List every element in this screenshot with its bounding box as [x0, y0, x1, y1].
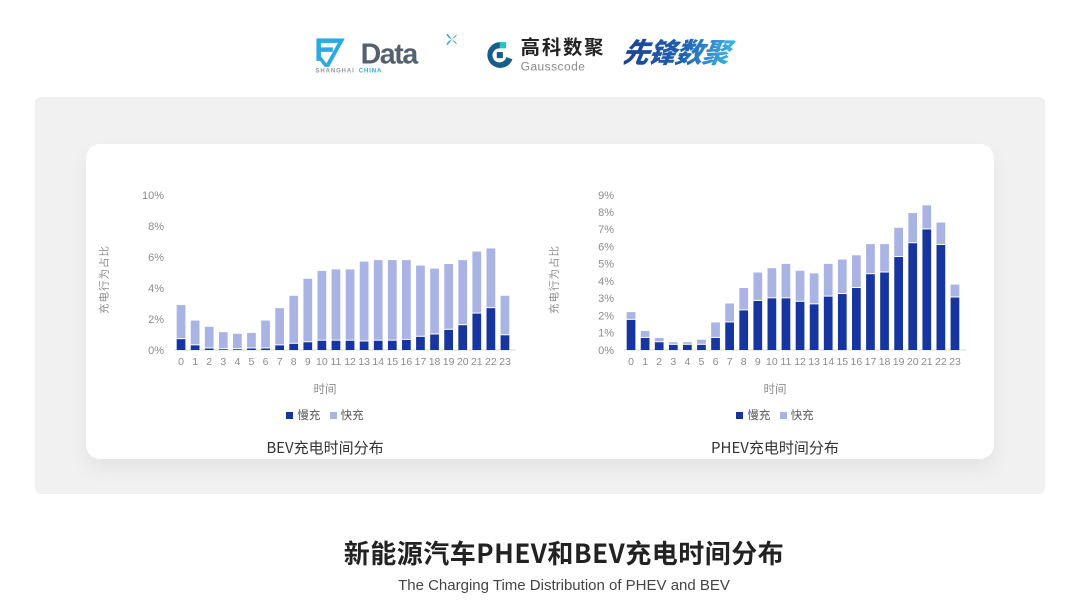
- svg-text:0%: 0%: [598, 345, 614, 357]
- svg-text:4%: 4%: [598, 276, 614, 288]
- svg-text:8%: 8%: [598, 207, 614, 219]
- svg-text:7: 7: [277, 356, 283, 368]
- svg-text:6: 6: [713, 356, 719, 368]
- svg-text:16: 16: [401, 356, 413, 368]
- svg-text:23: 23: [499, 356, 511, 368]
- svg-text:4%: 4%: [148, 283, 164, 295]
- svg-text:2: 2: [656, 356, 662, 368]
- svg-text:19: 19: [443, 356, 455, 368]
- svg-text:0: 0: [628, 356, 634, 368]
- svg-text:15: 15: [386, 356, 398, 368]
- svg-text:9%: 9%: [598, 190, 614, 202]
- svg-text:4: 4: [684, 356, 690, 368]
- svg-text:8: 8: [291, 356, 297, 368]
- svg-text:21: 21: [921, 356, 933, 368]
- svg-text:6%: 6%: [598, 241, 614, 253]
- svg-text:14: 14: [822, 356, 834, 368]
- svg-text:12: 12: [794, 356, 806, 368]
- svg-text:17: 17: [415, 356, 427, 368]
- svg-text:5: 5: [249, 356, 255, 368]
- svg-text:SHANGHAI: SHANGHAI: [316, 68, 355, 74]
- svg-text:先锋数聚: 先锋数聚: [624, 34, 738, 71]
- svg-text:3: 3: [670, 356, 676, 368]
- svg-text:7%: 7%: [598, 224, 614, 236]
- svg-text:11: 11: [781, 356, 792, 368]
- svg-text:1%: 1%: [598, 328, 614, 340]
- svg-text:17: 17: [865, 356, 877, 368]
- svg-text:21: 21: [471, 356, 483, 368]
- svg-text:2%: 2%: [598, 310, 614, 322]
- svg-text:10%: 10%: [142, 190, 164, 202]
- svg-text:13: 13: [358, 356, 370, 368]
- svg-text:1: 1: [192, 356, 198, 368]
- svg-text:11: 11: [331, 356, 342, 368]
- svg-text:0: 0: [178, 356, 184, 368]
- svg-text:16: 16: [851, 356, 863, 368]
- svg-text:4: 4: [234, 356, 240, 368]
- svg-text:9: 9: [305, 356, 311, 368]
- svg-text:8: 8: [741, 356, 747, 368]
- svg-text:Data: Data: [361, 38, 420, 70]
- svg-text:10: 10: [766, 356, 778, 368]
- svg-text:22: 22: [485, 356, 497, 368]
- svg-text:20: 20: [907, 356, 919, 368]
- svg-text:8%: 8%: [148, 221, 164, 233]
- svg-text:18: 18: [429, 356, 441, 368]
- svg-text:2%: 2%: [148, 314, 164, 326]
- svg-text:5: 5: [699, 356, 705, 368]
- svg-text:19: 19: [893, 356, 905, 368]
- svg-text:13: 13: [808, 356, 820, 368]
- svg-text:1: 1: [642, 356, 648, 368]
- svg-text:0%: 0%: [148, 345, 164, 357]
- svg-text:15: 15: [836, 356, 848, 368]
- svg-text:2: 2: [206, 356, 212, 368]
- svg-text:20: 20: [457, 356, 469, 368]
- svg-text:23: 23: [949, 356, 961, 368]
- svg-text:3%: 3%: [598, 293, 614, 305]
- svg-text:6: 6: [263, 356, 269, 368]
- svg-text:12: 12: [344, 356, 356, 368]
- svg-text:5%: 5%: [598, 259, 614, 271]
- svg-text:3: 3: [220, 356, 226, 368]
- svg-text:7: 7: [727, 356, 733, 368]
- svg-text:14: 14: [372, 356, 384, 368]
- svg-text:9: 9: [755, 356, 761, 368]
- svg-text:6%: 6%: [148, 252, 164, 264]
- svg-text:22: 22: [935, 356, 947, 368]
- svg-text:10: 10: [316, 356, 328, 368]
- svg-text:18: 18: [879, 356, 891, 368]
- svg-text:CHINA: CHINA: [359, 68, 383, 74]
